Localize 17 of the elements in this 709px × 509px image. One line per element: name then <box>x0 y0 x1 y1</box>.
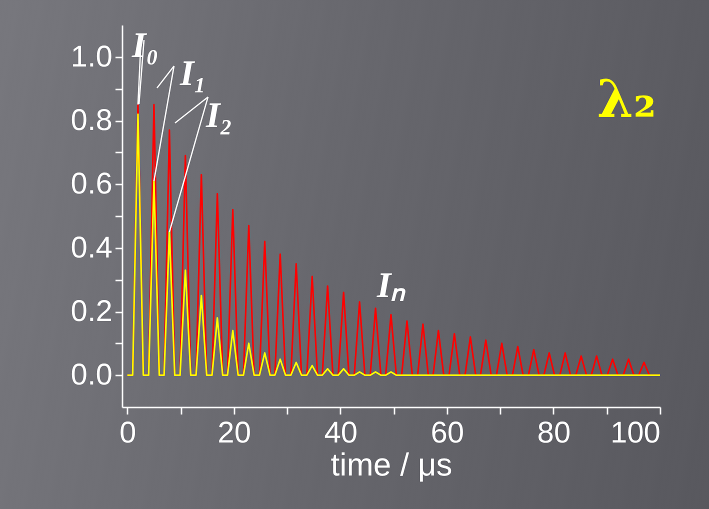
x-tick-label: 20 <box>218 416 252 450</box>
y-tick-label: 1.0 <box>70 40 112 74</box>
y-tick-label: 0.8 <box>70 104 112 137</box>
y-tick-label: 0.6 <box>70 168 112 201</box>
x-tick-label: 60 <box>430 416 464 450</box>
x-tick-label: 0 <box>119 416 136 450</box>
annotation: λ₂ <box>597 69 656 130</box>
annotation: I₂ <box>205 95 233 135</box>
y-tick-label: 0.0 <box>70 358 112 392</box>
y-tick-label: 0.2 <box>70 295 112 328</box>
annotation: I₁ <box>179 53 207 93</box>
y-tick-label: 0.4 <box>70 231 112 264</box>
annotation: Iₙ <box>376 265 406 305</box>
x-axis-title: time / μs <box>330 446 452 482</box>
x-tick-label: 80 <box>537 416 571 450</box>
x-tick-label: 40 <box>324 416 358 450</box>
x-tick-label: 100 <box>610 416 660 450</box>
